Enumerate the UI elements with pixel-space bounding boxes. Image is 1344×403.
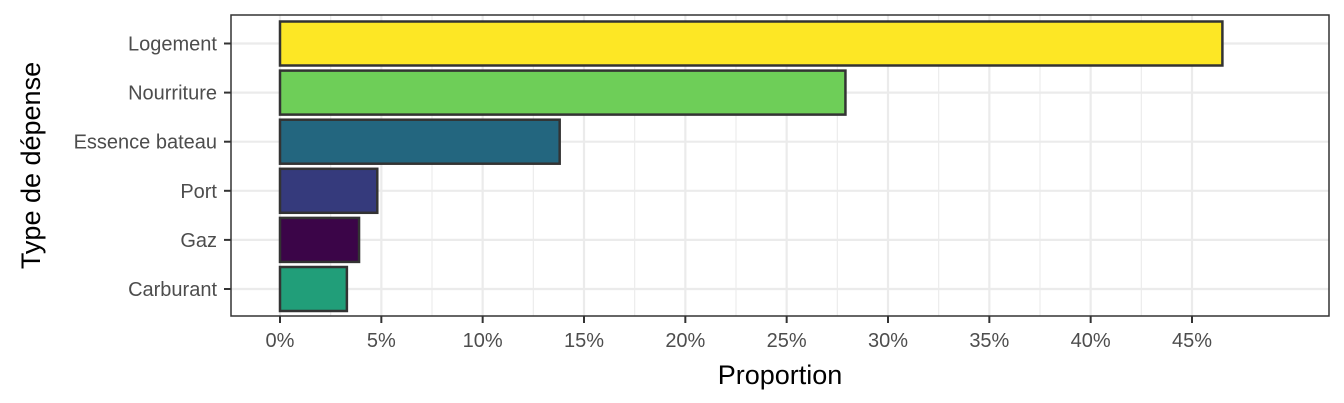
x-tick-label: 35% xyxy=(969,330,1009,352)
x-axis: 0% 5% 10% 15% 20% 25% 30% 35% 40% 45% xyxy=(266,316,1212,352)
bar-gaz xyxy=(278,216,361,264)
panel-border xyxy=(230,14,1330,317)
x-tick-label: 40% xyxy=(1071,330,1111,352)
bar-essence-bateau xyxy=(278,118,561,165)
y-axis: Logement Nourriture Essence bateau Port Gaz C… xyxy=(74,34,231,301)
y-tick-label: Essence bateau xyxy=(74,132,217,154)
y-tick-label: Port xyxy=(180,181,217,203)
x-tick-label: 10% xyxy=(463,330,503,352)
y-tick-label: Gaz xyxy=(180,230,217,252)
y-axis-title: Type de dépense xyxy=(16,62,46,269)
bar-carburant xyxy=(278,265,349,313)
bar-nourriture xyxy=(278,69,847,116)
x-tick-label: 15% xyxy=(564,330,604,352)
bar-logement xyxy=(278,20,1224,67)
y-tick-label: Nourriture xyxy=(128,83,217,105)
bar-port xyxy=(278,167,379,215)
x-tick-label: 20% xyxy=(665,330,705,352)
y-tick-label: Carburant xyxy=(128,279,217,301)
x-tick-label: 45% xyxy=(1172,330,1212,352)
x-tick-label: 25% xyxy=(767,330,807,352)
bars xyxy=(278,20,1224,313)
x-tick-label: 30% xyxy=(868,330,908,352)
x-tick-label: 0% xyxy=(266,330,295,352)
x-axis-title: Proportion xyxy=(718,360,843,390)
y-tick-label: Logement xyxy=(128,34,217,56)
x-tick-label: 5% xyxy=(367,330,396,352)
